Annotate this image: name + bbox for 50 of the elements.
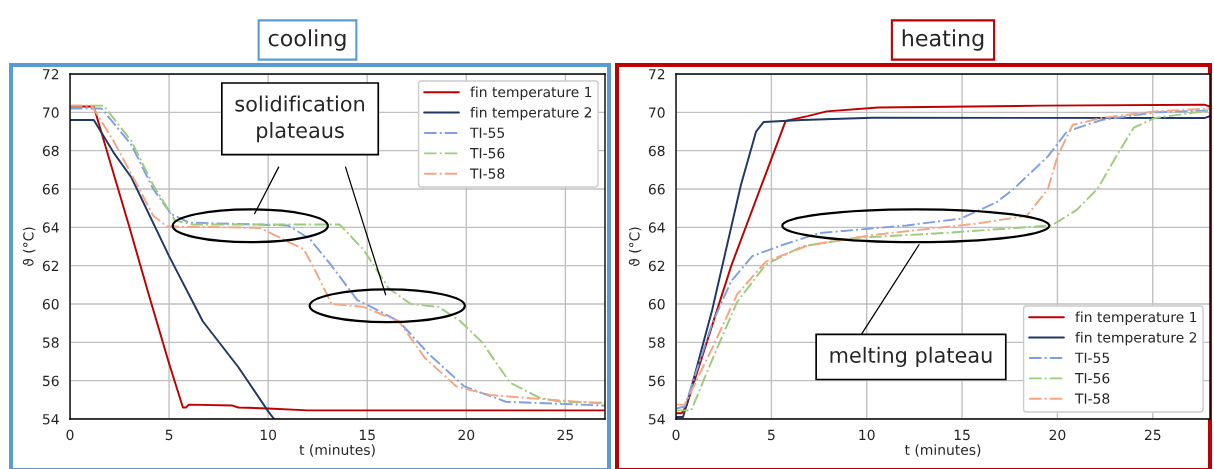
y-tick-label: 56 (648, 375, 665, 387)
y-tick-label: 70 (649, 107, 665, 118)
legend-label: fin temperature 1 (470, 86, 592, 100)
annotation: solidification plateaus (235, 95, 364, 143)
y-tick-label: 66 (648, 183, 665, 195)
y-tick-label: 60 (42, 298, 59, 310)
x-tick-label: 10 (859, 429, 875, 441)
x-tick-label: 0 (66, 429, 74, 441)
x-tick-label: 0 (672, 429, 680, 441)
x-axis-title: t (minutes) (904, 444, 981, 457)
y-tick-label: 64 (648, 222, 665, 233)
y-tick-label: 64 (42, 222, 59, 233)
y-tick-label: 68 (42, 145, 59, 157)
annotation: melting plateau (830, 346, 992, 367)
y-tick-label: 60 (648, 298, 665, 310)
y-tick-label: 62 (648, 260, 665, 272)
y-tick-label: 54 (648, 414, 665, 425)
y-tick-label: 68 (648, 145, 665, 157)
legend-label: TI-55 (469, 127, 505, 139)
y-tick-label: 62 (42, 260, 59, 272)
y-tick-label: 70 (43, 107, 59, 118)
legend-label: fin temperature 1 (1075, 311, 1197, 325)
chart-title: heating (902, 29, 984, 51)
x-tick-label: 25 (557, 429, 573, 441)
y-tick-label: 54 (42, 414, 59, 425)
legend-label: TI-56 (469, 147, 505, 159)
x-tick-label: 15 (954, 429, 970, 441)
y-tick-label: 66 (42, 183, 59, 195)
legend-label: TI-56 (1074, 372, 1110, 384)
y-axis-title: ϑ (°C) (628, 227, 642, 266)
legend-label: fin temperature 2 (470, 106, 592, 121)
chart-title: cooling (268, 29, 346, 51)
legend-label: TI-58 (469, 168, 505, 179)
legend-label: TI-55 (1074, 352, 1110, 364)
y-tick-label: 58 (42, 337, 59, 348)
y-tick-label: 58 (648, 337, 665, 348)
x-tick-label: 5 (165, 429, 173, 441)
y-tick-label: 56 (42, 375, 59, 387)
x-tick-label: 10 (260, 429, 277, 441)
y-tick-label: 72 (43, 68, 59, 80)
legend-label: fin temperature 2 (1075, 331, 1197, 346)
x-tick-label: 25 (1144, 429, 1161, 441)
x-axis-title: t (minutes) (299, 444, 375, 457)
legend-label: TI-58 (1074, 393, 1110, 404)
x-tick-label: 20 (458, 429, 475, 441)
x-tick-label: 20 (1049, 429, 1066, 441)
x-tick-label: 15 (359, 429, 375, 441)
x-tick-label: 5 (768, 429, 775, 441)
y-axis-title: ϑ (°C) (22, 227, 36, 266)
y-tick-label: 72 (649, 68, 665, 80)
